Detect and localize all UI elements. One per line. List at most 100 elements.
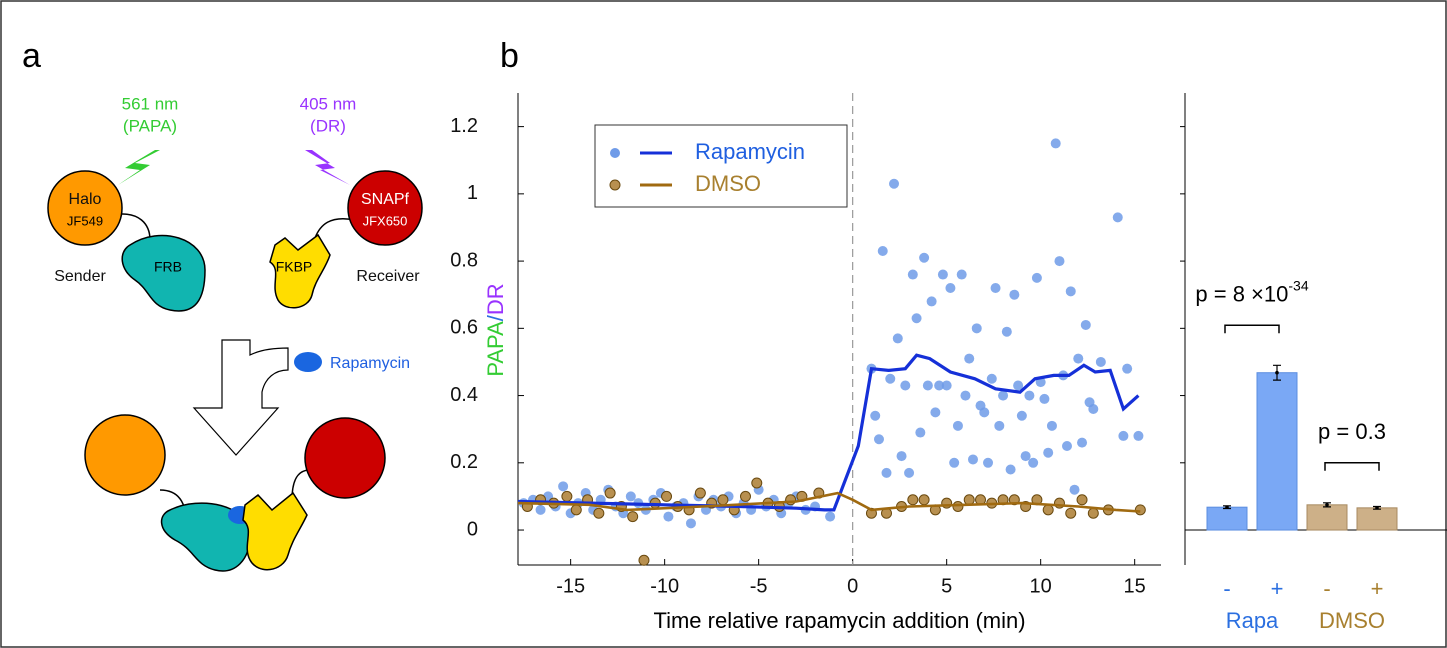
y-tick-label: 0.2 <box>450 451 478 473</box>
halo-label: Halo <box>69 191 102 208</box>
point <box>889 178 900 189</box>
x-tick-label: 5 <box>941 575 952 597</box>
point <box>825 511 836 522</box>
significance-bracket <box>1224 324 1280 334</box>
snap <box>347 170 423 246</box>
x-tick-label: - <box>1223 576 1230 601</box>
point <box>1080 319 1091 330</box>
point <box>941 380 952 391</box>
point <box>998 390 1009 401</box>
group-label: DMSO <box>1319 608 1385 633</box>
receiver-label: Receiver <box>356 268 420 285</box>
point <box>952 420 963 431</box>
y-tick-label: 0.8 <box>450 249 478 271</box>
point <box>1073 353 1084 364</box>
point <box>963 494 975 506</box>
point <box>638 554 650 566</box>
point <box>956 269 967 280</box>
legend: Rapamycin DMSO <box>594 124 848 208</box>
x-tick-label: + <box>1271 576 1284 601</box>
x-tick-label: 10 <box>1030 575 1052 597</box>
point <box>900 380 911 391</box>
x-tick-label: -15 <box>556 575 585 597</box>
point <box>964 353 975 364</box>
fkbp-label: FKBP <box>276 259 313 275</box>
laser-label: (DR) <box>310 116 346 135</box>
point <box>1065 507 1077 519</box>
y-axis-label-part: / <box>483 314 508 321</box>
x-tick-label: + <box>1371 576 1384 601</box>
point <box>930 407 941 418</box>
frb-label: FRB <box>154 259 182 275</box>
point <box>663 511 674 522</box>
point <box>694 487 706 499</box>
point <box>1054 256 1065 267</box>
point <box>1043 447 1054 458</box>
point <box>1118 430 1129 441</box>
arrow <box>192 339 289 456</box>
point <box>627 511 639 523</box>
point <box>1020 451 1031 462</box>
snap-dye: JFX650 <box>363 213 408 228</box>
fkbp <box>242 491 308 571</box>
diagram: 561 nm (PAPA) 405 nm (DR) Halo JF549 FRB… <box>47 94 423 572</box>
point <box>915 427 926 438</box>
point <box>952 501 964 513</box>
mean-dot <box>1325 503 1329 507</box>
bar <box>1206 506 1248 531</box>
laser-label: 561 nm <box>122 94 179 113</box>
frb <box>121 234 206 312</box>
point <box>1088 404 1099 415</box>
snap <box>304 417 386 499</box>
mean-dot <box>1275 370 1279 375</box>
x-tick-label: 15 <box>1124 575 1146 597</box>
point <box>1069 484 1080 495</box>
y-axis-label-part: DR <box>483 283 508 315</box>
point <box>1013 380 1024 391</box>
p-value: p = 0.3 <box>1318 419 1386 444</box>
point <box>919 252 930 263</box>
bar <box>1306 504 1348 531</box>
point <box>661 490 673 502</box>
point <box>979 407 990 418</box>
panel-label: b <box>500 37 519 75</box>
point <box>1061 440 1072 451</box>
point <box>907 494 919 506</box>
y-tick-label: 0 <box>467 518 478 540</box>
point <box>994 420 1005 431</box>
point <box>922 380 933 391</box>
laser-label: (PAPA) <box>123 116 177 135</box>
fkbp <box>269 233 331 309</box>
point <box>870 410 881 421</box>
point <box>1050 138 1061 149</box>
mean-dot <box>1375 506 1379 510</box>
point <box>896 451 907 462</box>
point <box>570 504 582 516</box>
y-tick-label: 0.6 <box>450 317 478 339</box>
point <box>990 282 1001 293</box>
x-tick-label: - <box>1323 576 1330 601</box>
point <box>1039 393 1050 404</box>
point <box>934 380 945 391</box>
point <box>739 490 751 502</box>
legend-marker <box>610 148 620 158</box>
point <box>885 373 896 384</box>
point <box>1042 504 1054 516</box>
point <box>1065 286 1076 297</box>
point <box>625 491 636 502</box>
point <box>873 434 884 445</box>
halo <box>84 414 166 496</box>
point <box>937 269 948 280</box>
point <box>1112 212 1123 223</box>
point <box>1095 356 1106 367</box>
point <box>1031 272 1042 283</box>
y-axis-label: PAPA/DR <box>483 283 508 376</box>
point <box>983 457 994 468</box>
legend-label: Rapamycin <box>695 139 805 164</box>
point <box>945 282 956 293</box>
point <box>960 390 971 401</box>
trend-line <box>517 353 1140 512</box>
frb <box>160 502 251 572</box>
point <box>535 504 546 515</box>
legend-box <box>594 124 848 208</box>
